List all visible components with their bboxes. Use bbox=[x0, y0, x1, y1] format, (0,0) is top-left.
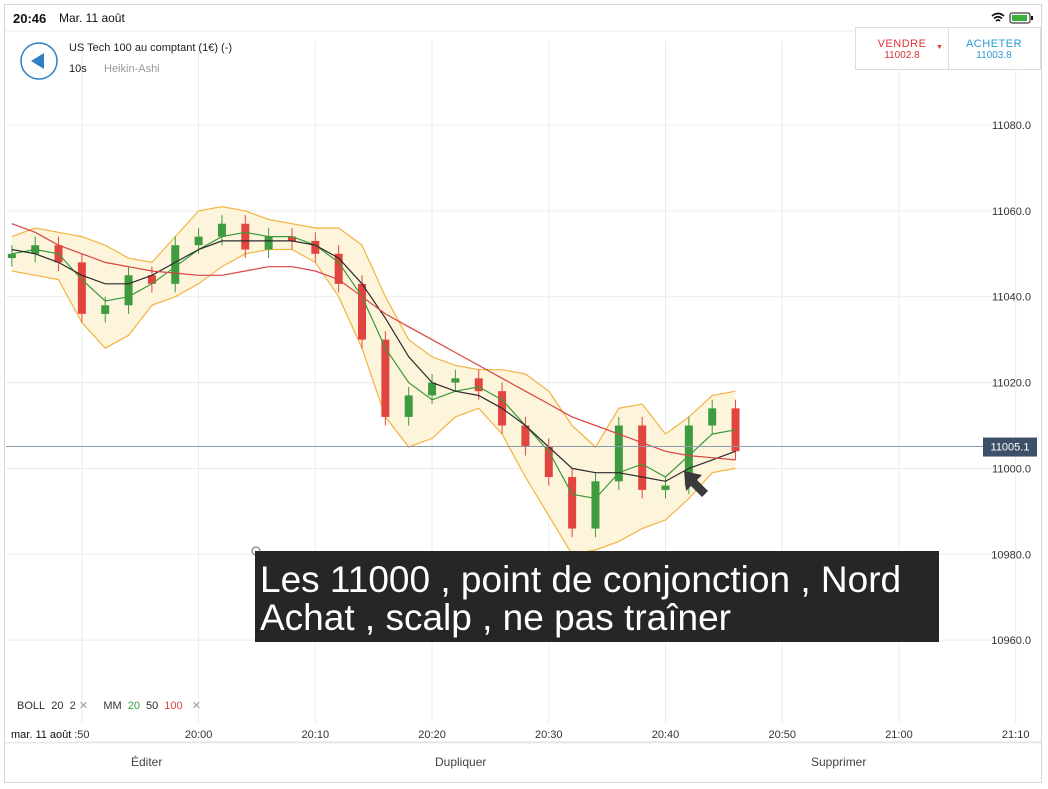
candle-body bbox=[381, 339, 390, 417]
moving-average bbox=[11, 223, 736, 461]
trade-panel: VENDRE 11002.8 ▼ ACHETER 11003.8 bbox=[855, 27, 1041, 70]
y-tick-label: 11020.0 bbox=[992, 378, 1031, 390]
buy-button[interactable]: ACHETER 11003.8 bbox=[948, 28, 1040, 69]
date-label: mar. 11 août bbox=[11, 729, 71, 741]
status-time: 20:46 bbox=[13, 11, 47, 26]
x-tick-label: 21:00 bbox=[885, 729, 913, 741]
x-tick-label: :50 bbox=[74, 729, 89, 741]
candle-body bbox=[638, 425, 647, 490]
date-label-bg bbox=[5, 726, 75, 742]
close-icon[interactable]: ✕ bbox=[191, 700, 201, 712]
back-button[interactable] bbox=[19, 41, 59, 81]
candle-body bbox=[7, 253, 16, 259]
x-tick-label: 20:50 bbox=[768, 729, 796, 741]
caption-line: Les 11000 , point de conjonction , Nord bbox=[260, 559, 902, 600]
candle-body bbox=[544, 446, 553, 478]
y-tick-label: 10960.0 bbox=[991, 635, 1031, 647]
indicator-legend: BOLL 20 2 ✕ MM 20 50 100 ✕ bbox=[17, 699, 201, 712]
moving-average bbox=[11, 240, 736, 482]
candle-body bbox=[521, 425, 530, 447]
boll-line bbox=[11, 205, 736, 448]
status-date: Mar. 11 août bbox=[59, 11, 125, 25]
candle-body bbox=[101, 305, 110, 314]
y-tick-label: 11060.0 bbox=[992, 206, 1031, 218]
buy-label: ACHETER bbox=[965, 38, 1023, 50]
candle-body bbox=[171, 245, 180, 284]
y-tick-label: 11080.0 bbox=[992, 120, 1031, 132]
candle-body bbox=[451, 378, 460, 383]
caption: Les 11000 , point de conjonction , Nord … bbox=[255, 551, 939, 642]
candle-body bbox=[241, 223, 250, 250]
status-icons bbox=[991, 12, 1033, 24]
close-icon[interactable]: ✕ bbox=[78, 700, 89, 712]
candle-body bbox=[311, 240, 320, 254]
candle-body bbox=[334, 253, 343, 284]
edit-button[interactable]: Éditer bbox=[131, 755, 163, 769]
candle-body bbox=[428, 382, 437, 396]
instrument-name: US Tech 100 au comptant (1€) (-) bbox=[69, 42, 233, 54]
price-tag bbox=[983, 437, 1037, 457]
candle-body bbox=[404, 395, 413, 417]
boll-deviation: 2 bbox=[69, 700, 76, 712]
x-tick-label: 20:30 bbox=[535, 729, 563, 741]
caption-line: Achat , scalp , ne pas traîner bbox=[260, 597, 731, 638]
candle-body bbox=[661, 485, 670, 490]
y-tick-label: 11040.0 bbox=[992, 292, 1031, 304]
x-tick-label: 20:20 bbox=[418, 729, 446, 741]
delete-button[interactable]: Supprimer bbox=[811, 755, 867, 769]
candle-body bbox=[614, 425, 623, 482]
candle-body bbox=[474, 378, 483, 392]
candle-body bbox=[731, 408, 740, 452]
sell-price: 11002.8 bbox=[884, 50, 920, 61]
sell-button[interactable]: VENDRE 11002.8 ▼ bbox=[856, 28, 949, 69]
buy-price: 11003.8 bbox=[976, 50, 1012, 61]
candle-body bbox=[77, 262, 86, 314]
boll-period: 20 bbox=[51, 700, 64, 712]
moving-average bbox=[11, 231, 736, 500]
annotation-arrow bbox=[684, 471, 708, 497]
price-tag-label: 11005.1 bbox=[991, 442, 1030, 454]
candle-body bbox=[287, 236, 296, 241]
mm-period: 50 bbox=[146, 700, 159, 712]
x-tick-label: 20:10 bbox=[302, 729, 330, 741]
boll-name: BOLL bbox=[17, 700, 46, 712]
candle-body bbox=[708, 408, 717, 426]
band-fill bbox=[11, 206, 736, 555]
candle-body bbox=[217, 223, 226, 237]
boll-line bbox=[11, 248, 736, 555]
candle-body bbox=[194, 236, 203, 246]
interval: 10s bbox=[69, 63, 87, 75]
mm-period: 100 bbox=[164, 700, 183, 712]
mm-name: MM bbox=[103, 700, 122, 712]
candle-body bbox=[147, 275, 156, 284]
candle-body bbox=[124, 275, 133, 306]
mm-periods: 20 50 100 bbox=[128, 700, 189, 712]
sell-label: VENDRE bbox=[877, 38, 927, 50]
sell-arrow: ▼ bbox=[936, 44, 943, 51]
app-window: 11080.0 11060.0 11040.0 11020.0 11000.0 10980… bbox=[4, 4, 1042, 783]
y-tick-label: 11000.0 bbox=[992, 463, 1031, 475]
candle-body bbox=[358, 283, 367, 340]
candle-body bbox=[591, 481, 600, 529]
y-tick-label: 10980.0 bbox=[991, 549, 1031, 561]
mm-period: 20 bbox=[127, 700, 141, 712]
chart: 11080.0 11060.0 11040.0 11020.0 11000.0 10980… bbox=[5, 30, 1041, 744]
chart-style: Heikin-Ashi bbox=[104, 63, 160, 75]
x-tick-label: 21:10 bbox=[1002, 729, 1030, 741]
x-tick-label: 20:00 bbox=[185, 729, 213, 741]
x-tick-label: 20:40 bbox=[652, 729, 680, 741]
duplicate-button[interactable]: Dupliquer bbox=[435, 755, 487, 769]
candle-body bbox=[264, 236, 273, 250]
candle-body bbox=[568, 477, 577, 529]
